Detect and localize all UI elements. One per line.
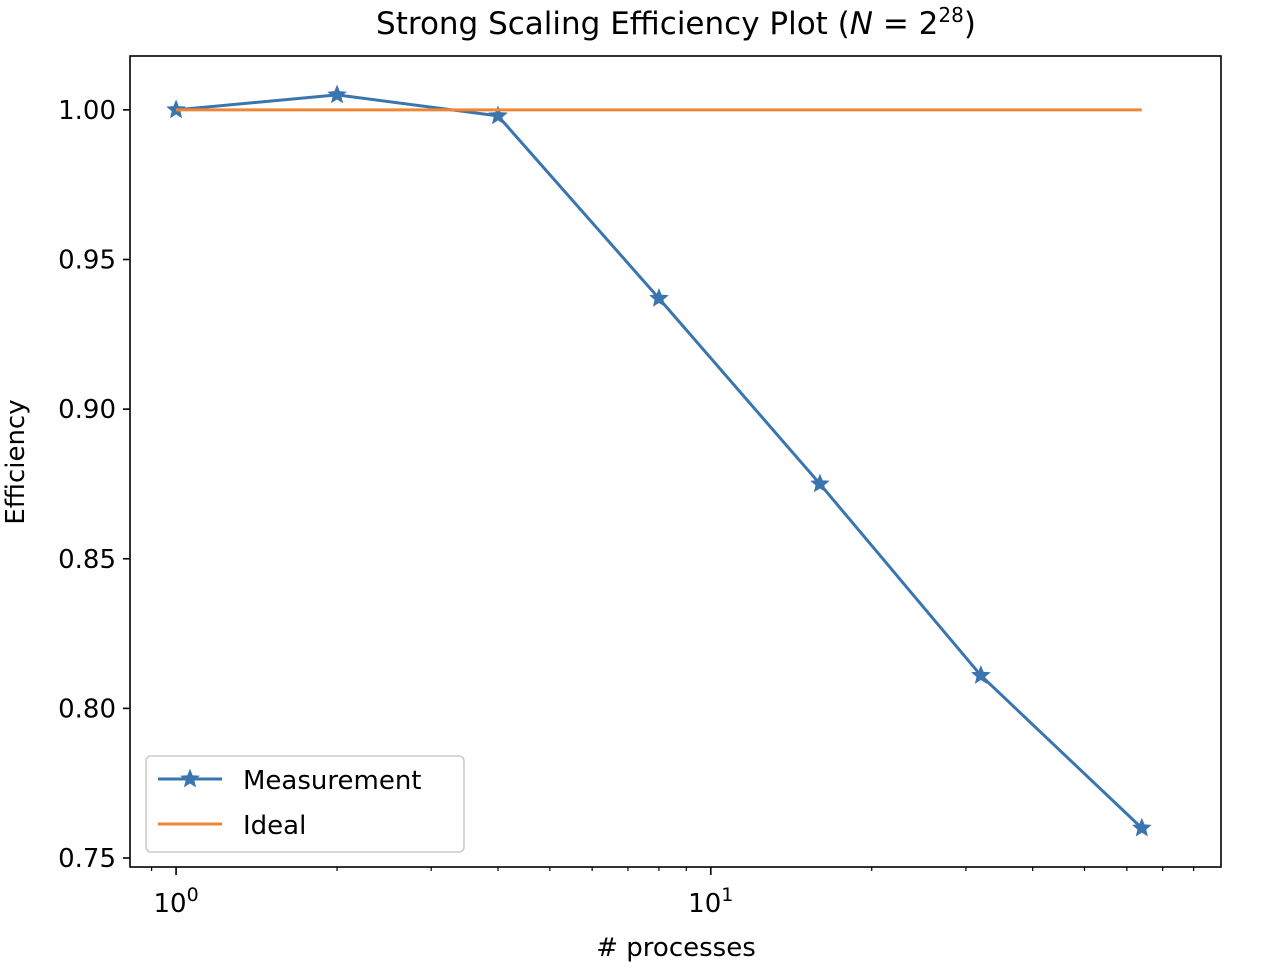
- legend-ideal-label: Ideal: [243, 811, 306, 841]
- series-layer: [166, 84, 1152, 837]
- x-axis: 100 101: [151, 867, 1195, 919]
- y-tick-label: 0.95: [58, 245, 116, 275]
- y-axis: 0.75 0.80 0.85 0.90 0.95 1.00: [58, 96, 130, 874]
- y-tick-label: 1.00: [58, 96, 116, 126]
- measurement-point: [327, 84, 347, 104]
- measurement-point: [649, 288, 669, 307]
- y-tick-label: 0.75: [58, 844, 116, 874]
- y-axis-label: Efficiency: [1, 399, 31, 524]
- chart-title: Strong Scaling Efficiency Plot (N = 228): [376, 3, 976, 42]
- x-tick-label: 100: [153, 884, 198, 919]
- y-tick-label: 0.90: [58, 395, 116, 425]
- x-tick-label: 101: [688, 884, 733, 919]
- legend-measurement-label: Measurement: [243, 766, 422, 796]
- y-tick-label: 0.85: [58, 545, 116, 575]
- legend: Measurement Ideal: [145, 755, 465, 853]
- measurement-point: [810, 473, 830, 493]
- measurement-point: [1132, 817, 1152, 837]
- legend-box: [145, 755, 465, 853]
- legend-measurement-marker: [180, 768, 200, 788]
- y-tick-label: 0.80: [58, 694, 116, 724]
- measurement-point: [488, 105, 508, 125]
- measurement-point: [971, 665, 991, 684]
- plot-area: [129, 55, 1222, 868]
- x-axis-label: # processes: [596, 933, 756, 963]
